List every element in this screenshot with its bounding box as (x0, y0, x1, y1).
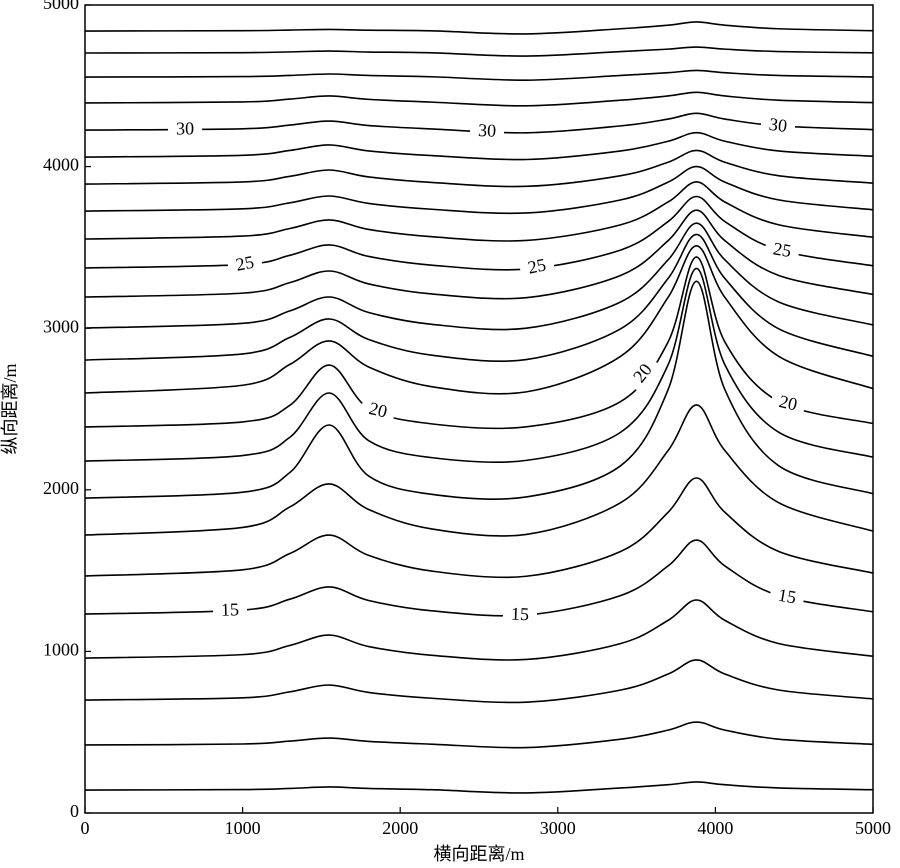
contour-label-group: 30 (469, 119, 505, 143)
contour-line (84, 195, 874, 271)
contour-line (84, 256, 874, 430)
contour-label: 15 (221, 599, 240, 619)
contour-line (84, 781, 874, 794)
contour-label: 25 (234, 252, 255, 275)
contour-label-group: 30 (167, 118, 203, 141)
y-tick-label: 2000 (43, 478, 79, 498)
contour-label: 15 (511, 603, 530, 624)
contour-label-bg (212, 598, 248, 622)
contour-label-group: 20 (358, 395, 398, 426)
contour-line (84, 599, 874, 661)
contour-label-bg (768, 389, 808, 419)
contour-lines (84, 21, 874, 794)
contour-line (84, 539, 874, 617)
y-tick-label: 3000 (43, 316, 79, 336)
contour-label-bg (763, 236, 801, 265)
x-tick-label: 0 (81, 818, 90, 838)
contour-label-group: 15 (212, 598, 248, 622)
contour-label-group: 15 (502, 603, 538, 627)
y-tick-label: 1000 (43, 640, 79, 660)
y-tick-label: 0 (70, 801, 79, 821)
contour-label-bg (518, 252, 556, 282)
contour-line (84, 721, 874, 749)
contour-label-group: 25 (226, 250, 264, 279)
contour-label: 15 (777, 585, 798, 608)
contour-line (84, 244, 874, 395)
contour-line (84, 165, 874, 215)
contour-label-bg (768, 583, 806, 611)
contour-line (84, 21, 874, 35)
contour-label-group: 15 (768, 583, 806, 611)
contour-label: 25 (772, 238, 793, 261)
contour-line (84, 131, 874, 161)
contour-label-bg (167, 118, 203, 141)
y-tick-label: 5000 (43, 0, 79, 13)
contour-line (84, 659, 874, 704)
x-axis-title: 横向距离/m (433, 844, 524, 864)
contour-label: 30 (478, 120, 497, 141)
contour-line (84, 222, 874, 331)
contour-line (84, 209, 874, 300)
x-tick-label: 2000 (382, 818, 418, 838)
contour-line (84, 404, 874, 537)
contour-label-bg (469, 119, 505, 143)
contour-line (84, 46, 874, 57)
contour-line (84, 112, 874, 134)
contour-label-group: 20 (768, 389, 808, 419)
contour-line (84, 91, 874, 107)
contour-label: 20 (777, 391, 799, 415)
contour-line (84, 267, 874, 464)
x-tick-label: 4000 (697, 818, 733, 838)
contour-label-bg (226, 250, 264, 279)
contour-line (84, 149, 874, 188)
contour-label-group: 25 (518, 252, 556, 282)
contour-line (84, 181, 874, 242)
contour-label-group: 30 (759, 112, 797, 139)
y-tick-label: 4000 (43, 155, 79, 175)
contour-label-bg (358, 395, 398, 426)
contour-label: 20 (367, 398, 389, 422)
contour-line (84, 233, 874, 362)
x-tick-label: 3000 (540, 818, 576, 838)
contour-line (84, 69, 874, 81)
contour-label-bg (623, 353, 663, 394)
contour-label-bg (502, 603, 538, 627)
contour-label-group: 25 (763, 236, 801, 265)
y-axis-title: 纵向距离/m (0, 363, 20, 454)
contour-label: 30 (768, 114, 788, 136)
contour-label: 30 (176, 118, 194, 138)
contour-line (84, 477, 874, 579)
contour-label: 25 (526, 254, 548, 277)
x-tick-label: 5000 (855, 818, 891, 838)
x-tick-label: 1000 (225, 818, 261, 838)
contour-label-bg (759, 112, 797, 139)
contour-line (84, 280, 874, 500)
plot-frame (84, 4, 874, 814)
